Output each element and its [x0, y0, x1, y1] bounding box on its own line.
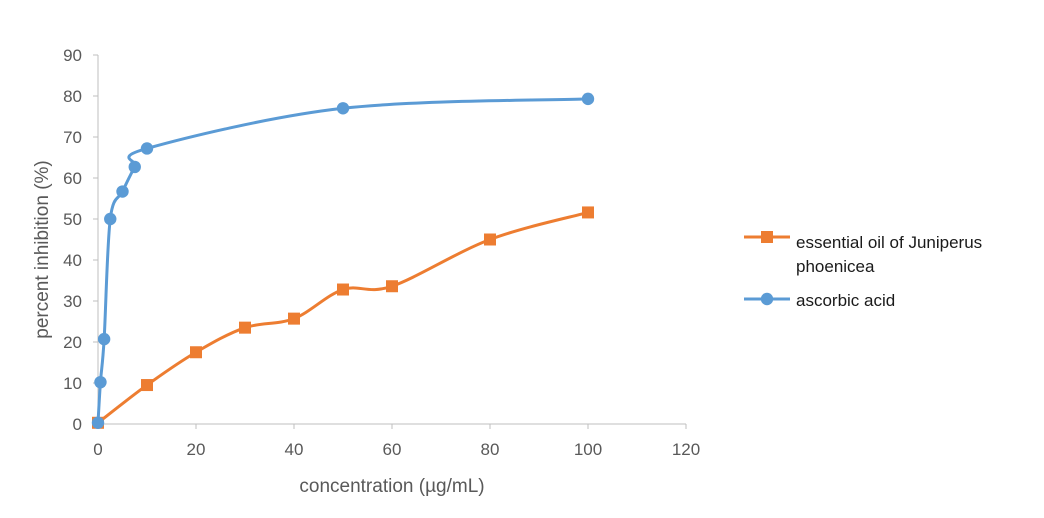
data-point-essential-oil	[386, 280, 398, 293]
data-point-essential-oil	[190, 346, 202, 359]
data-point-essential-oil	[582, 206, 594, 219]
legend-label-essential-oil: essential oil of Juniperus	[796, 233, 982, 252]
y-tick-label: 0	[73, 415, 82, 434]
y-tick-label: 60	[63, 169, 82, 188]
legend-item-essential-oil: essential oil of Juniperus phoenicea	[744, 231, 982, 276]
series-layer	[91, 92, 595, 429]
data-point-ascorbic-acid	[104, 212, 117, 226]
data-point-ascorbic-acid	[581, 92, 595, 106]
series-line-essential-oil	[96, 210, 590, 425]
x-tick-label: 80	[481, 440, 500, 459]
legend-label-ascorbic-acid: ascorbic acid	[796, 291, 895, 310]
x-axis-title: concentration (µg/mL)	[299, 476, 484, 497]
data-point-ascorbic-acid	[116, 185, 129, 198]
y-tick-label: 30	[63, 292, 82, 311]
legend-item-ascorbic-acid: ascorbic acid	[744, 291, 895, 310]
y-tick-label: 80	[63, 87, 82, 106]
data-point-ascorbic-acid	[97, 332, 111, 346]
y-tick-label: 90	[63, 46, 82, 65]
data-point-ascorbic-acid	[94, 375, 107, 389]
y-tick-label: 40	[63, 251, 82, 270]
y-tick-label: 70	[63, 128, 82, 147]
data-point-essential-oil	[337, 283, 349, 296]
data-point-essential-oil	[141, 379, 153, 392]
series-essential-oil	[92, 206, 594, 429]
y-tick-label: 50	[63, 210, 82, 229]
legend-label-essential-oil: phoenicea	[796, 257, 875, 276]
data-point-essential-oil	[484, 233, 496, 246]
y-tick-label: 10	[63, 374, 82, 393]
y-tick-label: 20	[63, 333, 82, 352]
data-point-ascorbic-acid	[140, 142, 154, 155]
x-tick-label: 60	[383, 440, 402, 459]
series-ascorbic-acid	[91, 92, 595, 429]
y-axis-title: percent inhibition (%)	[32, 160, 53, 338]
legend: essential oil of Juniperus phoenicea ascor…	[744, 231, 982, 310]
x-tick-label: 40	[285, 440, 304, 459]
data-point-essential-oil	[288, 312, 300, 325]
x-tick-label: 120	[672, 440, 700, 459]
legend-marker-ascorbic-acid	[760, 292, 774, 306]
axes: 0 10 20 30 40 50 60 70 80 90 0 20 40 60 80 100 120	[63, 46, 700, 459]
data-point-ascorbic-acid	[91, 416, 105, 429]
series-line-ascorbic-acid	[96, 97, 590, 425]
data-point-essential-oil	[239, 321, 251, 334]
x-tick-label: 20	[187, 440, 206, 459]
x-tick-label: 100	[574, 440, 602, 459]
x-tick-label: 0	[93, 440, 102, 459]
data-point-ascorbic-acid	[336, 102, 350, 115]
legend-marker-essential-oil	[761, 231, 773, 243]
data-point-ascorbic-acid	[128, 160, 141, 174]
